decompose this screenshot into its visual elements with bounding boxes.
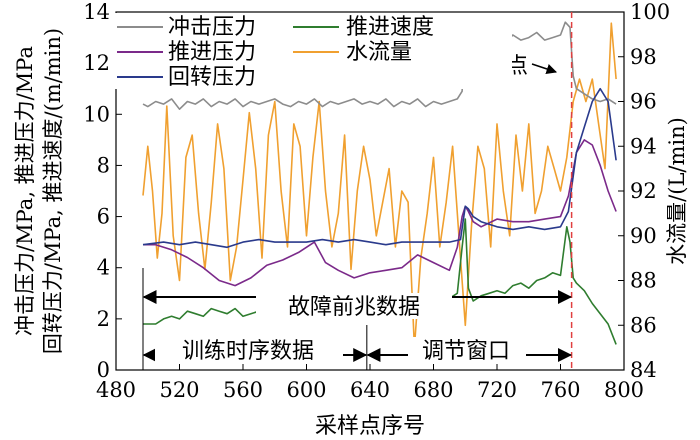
left-y-tick-label: 2 — [97, 307, 110, 331]
annotations: 故障前兆数据 训练时序数据 调节窗口 故障点 — [142, 54, 573, 370]
x-tick-label: 760 — [540, 378, 580, 402]
left-y-tick-label: 8 — [97, 153, 110, 177]
right-y-tick-label: 98 — [630, 45, 657, 69]
training-label: 训练时序数据 — [182, 339, 314, 364]
precursor-label-bg — [256, 293, 452, 319]
x-tick-label: 600 — [286, 378, 326, 402]
training-label-bg — [155, 337, 343, 363]
legend-item-speed: 推进速度 — [293, 15, 434, 40]
left-y-axis: 0 2 4 6 8 10 12 14 — [83, 0, 122, 382]
right-y-tick-label: 84 — [630, 358, 657, 382]
x-tick-label: 800 — [604, 378, 644, 402]
right-y-tick-label: 100 — [630, 0, 670, 24]
x-tick-label: 640 — [350, 378, 390, 402]
legend: 冲击压力 推进压力 回转压力 推进速度 水流量 — [112, 13, 512, 90]
precursor-label: 故障前兆数据 — [288, 295, 420, 320]
left-axis-title-2: 回转压力/MPa, 推进速度/(m/min) — [41, 28, 65, 354]
legend-item-impact: 冲击压力 — [117, 15, 256, 40]
left-y-tick-label: 4 — [97, 256, 110, 280]
series-line-2 — [142, 87, 617, 249]
right-y-tick-label: 86 — [630, 313, 657, 337]
x-tick-label: 560 — [223, 378, 263, 402]
right-y-axis: 84 86 88 90 92 94 96 98 100 — [618, 0, 670, 382]
x-axis: 480 520 560 600 640 680 720 760 800 — [96, 364, 644, 402]
right-y-tick-label: 90 — [630, 224, 657, 248]
left-y-tick-label: 6 — [97, 205, 110, 229]
x-tick-label: 480 — [96, 378, 136, 402]
right-y-tick-label: 88 — [630, 269, 657, 293]
series-line-3 — [143, 218, 617, 345]
legend-item-rotation: 回转压力 — [117, 65, 256, 90]
series-line-1 — [143, 139, 617, 287]
left-y-tick-label: 12 — [83, 51, 110, 75]
series-line-4 — [142, 22, 617, 349]
right-y-tick-label: 96 — [630, 90, 657, 114]
right-axis-title: 水流量/(L/min) — [665, 117, 689, 265]
left-y-tick-label: 10 — [83, 102, 110, 126]
adjust-label-bg — [408, 337, 526, 363]
legend-item-thrust: 推进压力 — [117, 40, 256, 65]
x-tick-label: 680 — [413, 378, 453, 402]
x-axis-title: 采样点序号 — [315, 414, 425, 439]
x-tick-label: 520 — [159, 378, 199, 402]
x-tick-label: 720 — [477, 378, 517, 402]
series-layer — [142, 16, 617, 349]
legend-label-speed: 推进速度 — [346, 15, 434, 40]
legend-label-rotation: 回转压力 — [168, 65, 256, 90]
legend-label-thrust: 推进压力 — [168, 40, 256, 65]
adjust-label: 调节窗口 — [422, 339, 510, 364]
left-axis-title-1: 冲击压力/MPa, 推进压力/MPa — [13, 46, 37, 336]
series-line-0 — [142, 16, 617, 110]
legend-label-water: 水流量 — [346, 40, 412, 65]
legend-label-impact: 冲击压力 — [168, 15, 256, 40]
right-y-tick-label: 92 — [630, 179, 657, 203]
left-y-tick-label: 14 — [83, 0, 110, 24]
right-y-tick-label: 94 — [630, 134, 657, 158]
legend-item-water: 水流量 — [293, 40, 412, 65]
fault-point-arrow — [531, 63, 557, 74]
left-y-tick-label: 0 — [97, 358, 110, 382]
